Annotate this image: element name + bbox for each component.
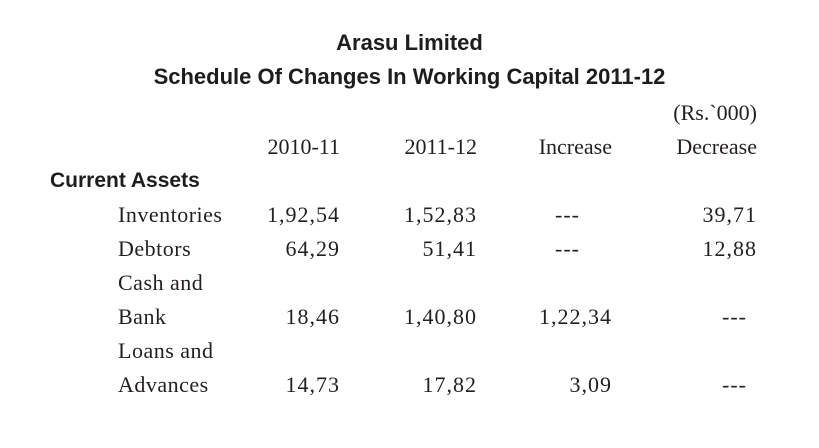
table-row-loans-and: Loans and xyxy=(50,334,757,368)
value-2010-11: 1,92,54 xyxy=(267,202,340,227)
section-header-current-assets: Current Assets xyxy=(50,164,757,198)
column-header-2010-11: 2010-11 xyxy=(267,134,340,159)
value-increase: --- xyxy=(555,236,580,261)
document-page: Arasu Limited Schedule Of Changes In Wor… xyxy=(0,26,819,448)
value-2010-11 xyxy=(230,334,340,368)
value-decrease: 12,88 xyxy=(702,236,757,261)
value-decrease xyxy=(612,266,757,300)
value-2011-12: 51,41 xyxy=(422,236,477,261)
value-2011-12: 1,52,83 xyxy=(404,202,477,227)
column-header-particulars xyxy=(50,130,230,164)
row-label: Loans and xyxy=(118,338,214,363)
value-2011-12: 1,40,80 xyxy=(404,304,477,329)
row-label: Cash and xyxy=(118,270,204,295)
value-increase: --- xyxy=(555,202,580,227)
unit-note-row: (Rs.`000) xyxy=(50,96,757,130)
value-increase: 1,22,34 xyxy=(539,304,612,329)
row-label: Bank xyxy=(118,304,167,329)
value-2010-11: 14,73 xyxy=(285,372,340,397)
value-decrease: 39,71 xyxy=(702,202,757,227)
column-header-increase: Increase xyxy=(538,134,612,159)
value-decrease: --- xyxy=(722,372,747,397)
value-2011-12 xyxy=(340,334,477,368)
working-capital-table: (Rs.`000) 2010-11 2011-12 Increase Decre… xyxy=(50,96,757,402)
value-2010-11 xyxy=(230,266,340,300)
table-row-bank: Bank 18,46 1,40,80 1,22,34 --- xyxy=(50,300,757,334)
value-2011-12: 17,82 xyxy=(422,372,477,397)
value-increase: 3,09 xyxy=(569,372,612,397)
table-row-inventories: Inventories 1,92,54 1,52,83 --- 39,71 xyxy=(50,198,757,232)
value-decrease: --- xyxy=(722,304,747,329)
table-header-row: 2010-11 2011-12 Increase Decrease xyxy=(50,130,757,164)
document-title: Arasu Limited xyxy=(336,30,483,55)
value-2010-11: 64,29 xyxy=(285,236,340,261)
section-title: Current Assets xyxy=(50,169,200,192)
document-subtitle: Schedule Of Changes In Working Capital 2… xyxy=(153,64,666,89)
column-header-decrease: Decrease xyxy=(676,134,757,159)
table-row-debtors: Debtors 64,29 51,41 --- 12,88 xyxy=(50,232,757,266)
value-decrease xyxy=(612,334,757,368)
row-label: Inventories xyxy=(118,202,223,227)
row-label: Advances xyxy=(118,372,209,397)
table-row-cash-and: Cash and xyxy=(50,266,757,300)
currency-unit-note: (Rs.`000) xyxy=(673,100,757,125)
value-increase xyxy=(477,266,612,300)
value-2010-11: 18,46 xyxy=(285,304,340,329)
table-row-advances: Advances 14,73 17,82 3,09 --- xyxy=(50,368,757,402)
column-header-2011-12: 2011-12 xyxy=(404,134,477,159)
value-2011-12 xyxy=(340,266,477,300)
value-increase xyxy=(477,334,612,368)
row-label: Debtors xyxy=(118,236,192,261)
